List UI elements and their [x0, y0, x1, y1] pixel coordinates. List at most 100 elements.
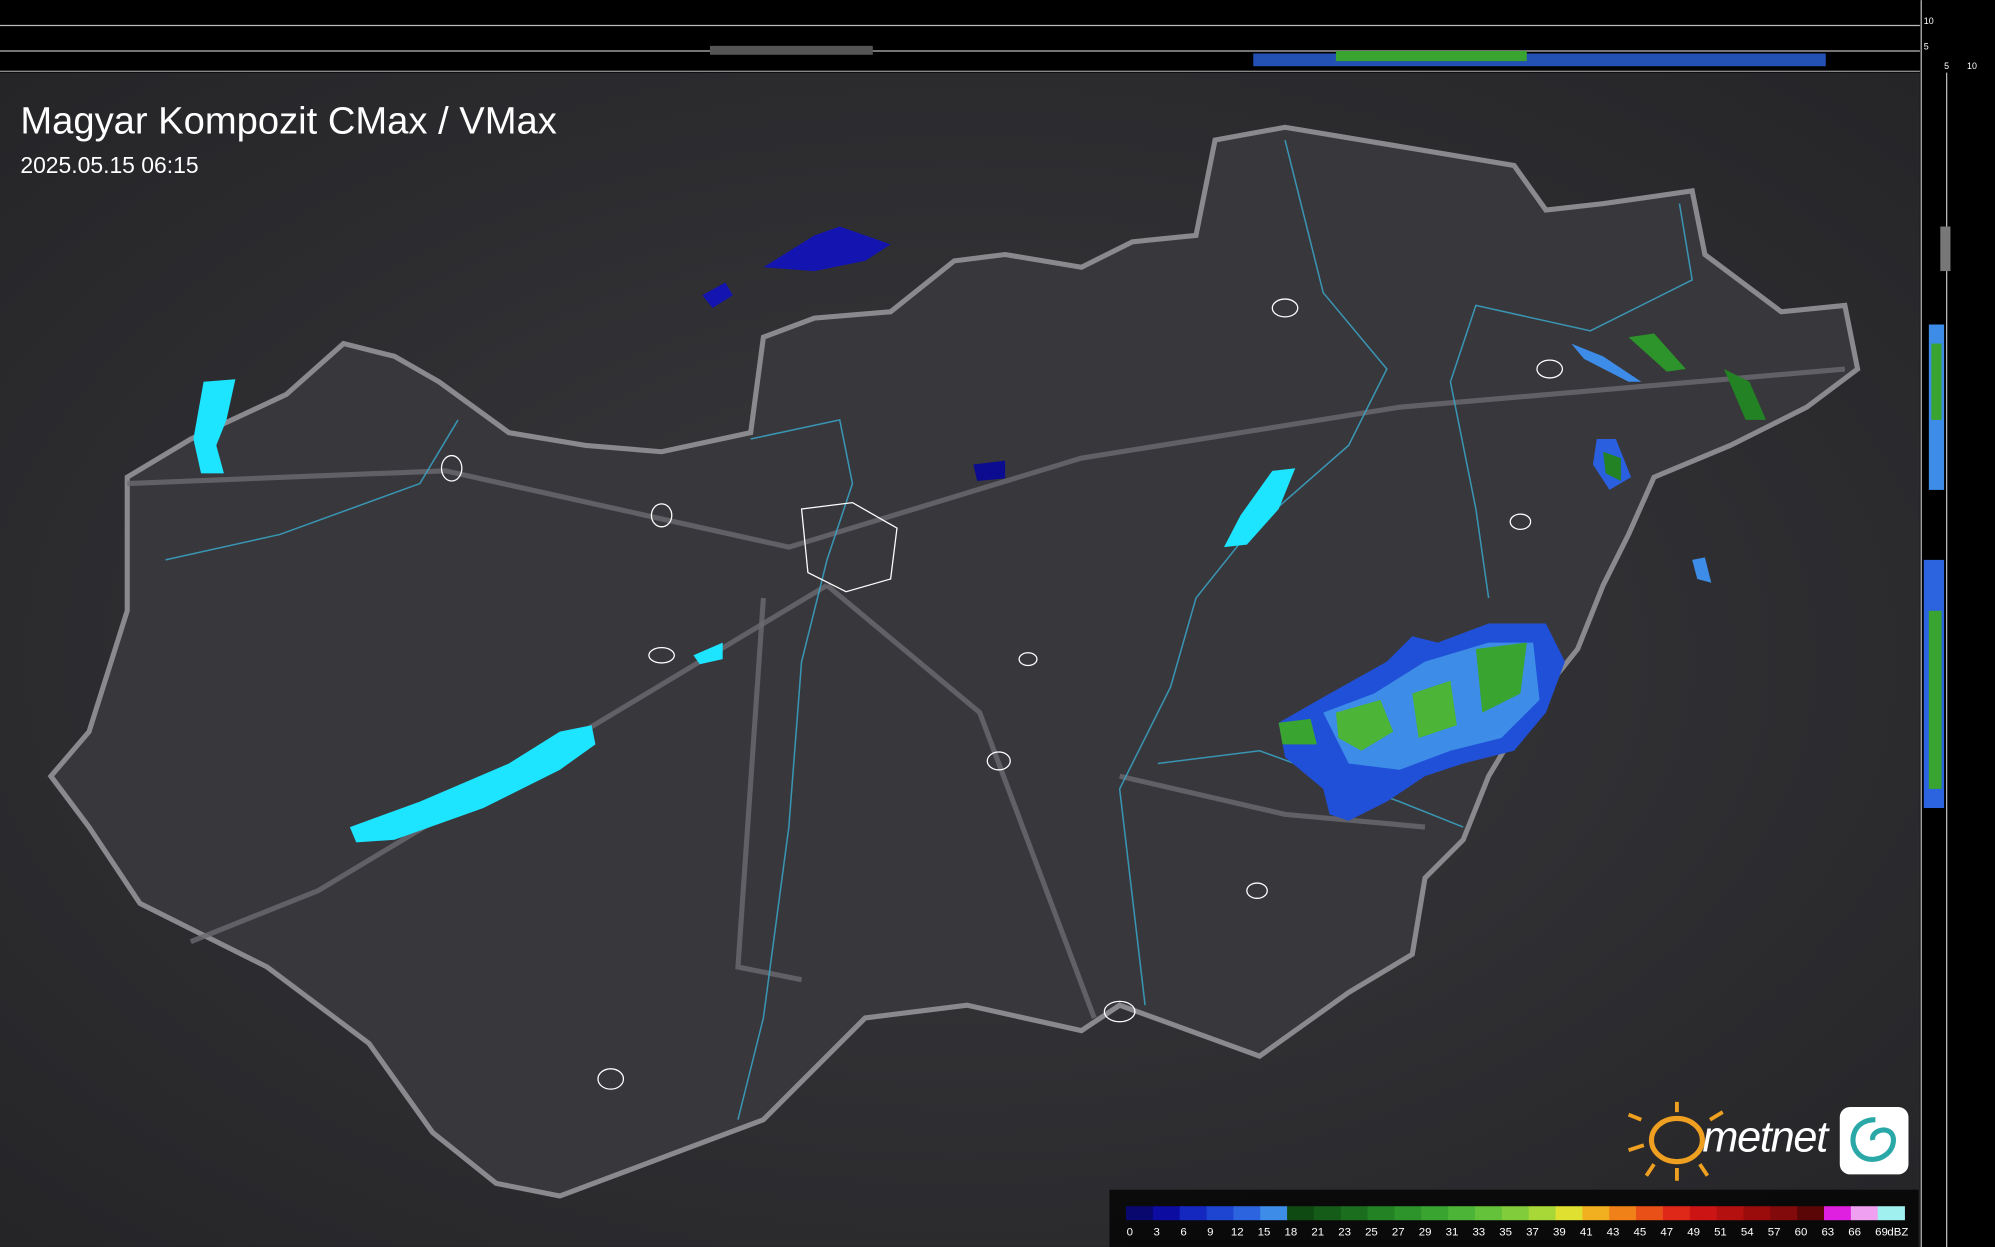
echo: [973, 460, 1006, 481]
town-outline: [986, 751, 1011, 771]
logo-sun: [1648, 1115, 1705, 1165]
legend-label: 3: [1153, 1226, 1159, 1238]
legend-label: 29: [1419, 1226, 1432, 1238]
echo: [1335, 699, 1394, 751]
lake: [193, 379, 236, 474]
legend-swatch: [1394, 1206, 1422, 1221]
legend-label: 27: [1392, 1226, 1405, 1238]
legend-swatch: [1501, 1206, 1530, 1221]
lakes: [193, 379, 1296, 843]
legend-label: 54: [1741, 1226, 1754, 1238]
legend-swatch: [1179, 1206, 1207, 1221]
legend-swatch: [1206, 1206, 1234, 1221]
map-title: Magyar Kompozit CMax / VMax: [20, 100, 556, 143]
legend-label: 0: [1127, 1226, 1133, 1238]
map-timestamp: 2025.05.15 06:15: [20, 152, 198, 178]
legend-swatch: [1152, 1206, 1181, 1221]
legend-swatch: [1824, 1206, 1852, 1221]
echo: [1278, 718, 1317, 745]
legend-swatch: [1850, 1206, 1879, 1221]
echo: [1628, 333, 1686, 372]
legend-label: 39: [1553, 1226, 1566, 1238]
legend-label: 47: [1660, 1226, 1673, 1238]
legend-swatch: [1609, 1206, 1637, 1221]
legend-unit: dBZ: [1887, 1226, 1908, 1238]
river: [165, 419, 459, 561]
legend-swatch: [1743, 1206, 1771, 1221]
echo: [1692, 557, 1712, 583]
legend-swatch: [1367, 1206, 1395, 1221]
legend-label: 18: [1285, 1226, 1298, 1238]
legend-label: 23: [1338, 1226, 1351, 1238]
legend-swatch: [1877, 1206, 1905, 1221]
profile-echo: [1335, 50, 1527, 62]
legend-swatch: [1313, 1206, 1342, 1221]
legend-swatch: [1662, 1206, 1691, 1221]
legend-swatch: [1475, 1206, 1503, 1221]
legend-label: 35: [1499, 1226, 1512, 1238]
legend-swatch: [1528, 1206, 1556, 1221]
legend-swatch: [1340, 1206, 1369, 1221]
town-outline: [1103, 1000, 1136, 1023]
town-outline: [650, 503, 673, 528]
legend-label: 6: [1180, 1226, 1186, 1238]
road: [127, 366, 1846, 550]
profile-echo: [1940, 226, 1951, 272]
legend-label: 49: [1687, 1226, 1700, 1238]
legend-label: 12: [1231, 1226, 1244, 1238]
legend-label: 31: [1446, 1226, 1459, 1238]
side-scale-label: 5: [1944, 61, 1949, 71]
legend: 0 3 6 9 12 15 18 21 23 25 27 29 31 33 35 37 39 41 43 45 47 49…: [1126, 1206, 1908, 1238]
legend-label: 37: [1526, 1226, 1539, 1238]
road: [1119, 773, 1426, 830]
town-outline: [648, 647, 675, 664]
town-outline: [1536, 359, 1564, 379]
town-outline: [1509, 513, 1532, 530]
legend-swatch: [1636, 1206, 1664, 1221]
legend-label: 9: [1207, 1226, 1213, 1238]
legend-label: 33: [1472, 1226, 1485, 1238]
town-outline: [1271, 298, 1299, 318]
legend-swatch: [1689, 1206, 1717, 1221]
river: [737, 419, 854, 1120]
town-outline: [597, 1068, 625, 1090]
echo: [1603, 451, 1621, 481]
profile-echo: [709, 45, 873, 55]
towns: [440, 298, 1564, 1090]
logo-badge: [1839, 1106, 1909, 1175]
legend-swatch: [1716, 1206, 1744, 1221]
legend-label: 60: [1795, 1226, 1808, 1238]
brand-logo: metnet: [1627, 1101, 1909, 1181]
legend-label: 43: [1607, 1226, 1620, 1238]
legend-label: 66: [1848, 1226, 1861, 1238]
legend-label: 63: [1821, 1226, 1834, 1238]
lake: [349, 725, 596, 843]
legend-swatch: [1555, 1206, 1583, 1221]
legend-swatch: [1797, 1206, 1825, 1221]
echo: [763, 226, 891, 272]
legend-label: 69: [1875, 1226, 1888, 1238]
legend-label: 57: [1768, 1226, 1781, 1238]
side-scale-label: 5: [1924, 42, 1929, 52]
legend-swatch: [1126, 1206, 1154, 1221]
legend-swatch: [1233, 1206, 1261, 1221]
town-outline: [1246, 882, 1268, 899]
echo: [1475, 642, 1527, 713]
town-outline: [440, 454, 463, 482]
road: [825, 583, 1097, 1019]
side-scale-label: 10: [1967, 61, 1977, 71]
brand-name: metnet: [1702, 1114, 1830, 1162]
legend-swatch: [1770, 1206, 1798, 1221]
logo-rays: [1627, 1101, 1724, 1181]
legend-label: 51: [1714, 1226, 1727, 1238]
logo-swirl: [1850, 1117, 1896, 1162]
legend-label: 41: [1580, 1226, 1593, 1238]
legend-swatch: [1582, 1206, 1610, 1221]
legend-swatch: [1421, 1206, 1449, 1221]
precipitation: [702, 226, 1766, 821]
city-outline: [800, 501, 898, 593]
legend-label: 15: [1258, 1226, 1271, 1238]
lake: [1223, 468, 1296, 548]
